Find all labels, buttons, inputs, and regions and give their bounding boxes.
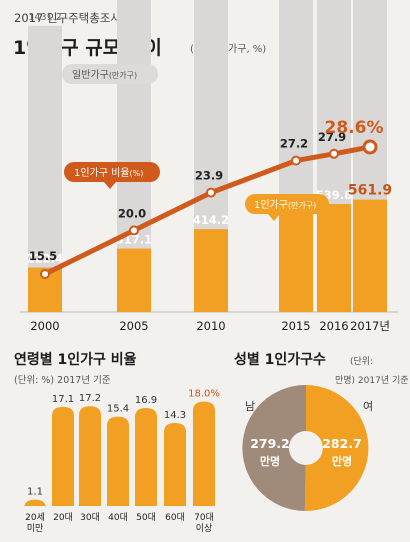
legend-general-pill [62,64,158,84]
ratio-point-highlight [362,139,378,155]
age-chart-title: 연령별 1인가구 비율 [14,351,137,368]
age-bar [135,407,157,506]
legend-single-unit: (만가구) [288,201,316,210]
legend-general-unit: (만가구) [109,71,137,80]
legend-ratio-unit: (%) [130,169,144,178]
age-value-label: 15.4 [107,404,129,415]
legend-single-name: 1인가구 [254,199,288,211]
general-value-label: 1431.2 [28,12,61,23]
single-household-bar [279,207,313,312]
legend-general-label: 일반가구(만가구) [72,69,137,81]
single-value-label: 222.4 [27,252,63,266]
legend-ratio-pill [64,162,160,182]
legend-ratio-label: 1인가구 비율(%) [74,167,143,179]
age-category-label: 40대 [108,512,128,523]
trend-chart: 1431.2222.420001588.7317.120051733.9414.… [20,0,398,333]
gender-chart: (단위: 만명) 2017년 기준남 여 279.2 만명 282.7 만명 [242,356,409,512]
female-value-label: 282.7 [322,436,362,451]
legend-ratio-pointer [104,182,116,189]
ratio-value-label: 23.9 [195,169,223,183]
age-bar [24,499,46,509]
year-tick-label: 2005 [119,319,148,333]
single-household-bar [117,248,151,312]
age-chart-unit: (단위: %) 2017년 기준 [14,374,111,386]
legend-single-label: 1인가구(만가구) [254,199,316,211]
ratio-point [329,148,339,159]
age-value-label: 17.1 [52,394,74,405]
ratio-value-label: 28.6% [325,118,384,138]
ratio-value-label: 27.2 [280,137,308,151]
male-value-label: 279.2 [250,436,290,451]
ratio-point [291,155,301,166]
age-category-label: 60대 [165,512,185,523]
ratio-value-label: 27.9 [318,130,346,144]
age-category-label: 미만 [27,523,44,534]
single-household-bar [194,229,228,312]
age-value-label: 16.9 [135,395,157,406]
ratio-value-label: 15.5 [29,249,57,263]
year-tick-label: 2015 [281,319,310,333]
ratio-point [40,269,50,279]
age-category-label: 30대 [80,512,100,523]
year-tick-label: 2000 [30,319,59,333]
ratio-point [129,225,139,236]
single-value-label: 414.2 [193,213,229,227]
legend-single-pointer [268,214,280,221]
single-household-bar [353,199,387,312]
legend-general-name: 일반가구 [72,69,109,81]
age-value-label: 18.0% [188,389,220,400]
age-value-label: 14.3 [164,410,186,421]
age-value-label: 17.2 [79,393,101,404]
age-bar [164,423,186,506]
ratio-line [42,144,373,277]
single-value-label: 561.9 [348,183,392,199]
year-tick-label: 2016 [319,319,348,333]
female-category-label: 여 [363,400,373,413]
survey-label: 2017 인구주택총조사 [14,11,121,25]
male-value-unit: 만명 [260,454,280,468]
age-bar [79,406,101,506]
age-bar [107,416,129,506]
year-tick-label: 2010 [196,319,225,333]
female-value-unit: 만명 [332,454,352,468]
female-slice [304,385,369,512]
gender-unit-label: (단위: [350,356,373,367]
age-category-label: 이상 [196,523,213,534]
ratio-value-label: 20.0 [118,206,146,220]
age-category-label: 20세 [25,512,45,523]
age-value-label: 1.1 [27,487,43,498]
gender-chart-title: 성별 1인가구수 [234,351,326,368]
legend-single-pill [245,194,329,214]
general-household-bar [28,25,62,312]
year-tick-label: 2017년 [350,319,390,333]
age-category-label: 70대 [194,512,214,523]
ratio-point [206,187,216,198]
male-category-label: 남 [245,400,255,413]
male-slice [242,384,306,511]
single-household-bar [317,204,351,312]
age-bar [52,406,74,506]
gender-basis-label: 만명) 2017년 기준 [335,375,409,386]
legend-ratio-name: 1인가구 비율 [74,167,130,179]
age-bar [193,401,215,506]
age-category-label: 20대 [53,512,73,523]
age-category-label: 50대 [136,512,156,523]
